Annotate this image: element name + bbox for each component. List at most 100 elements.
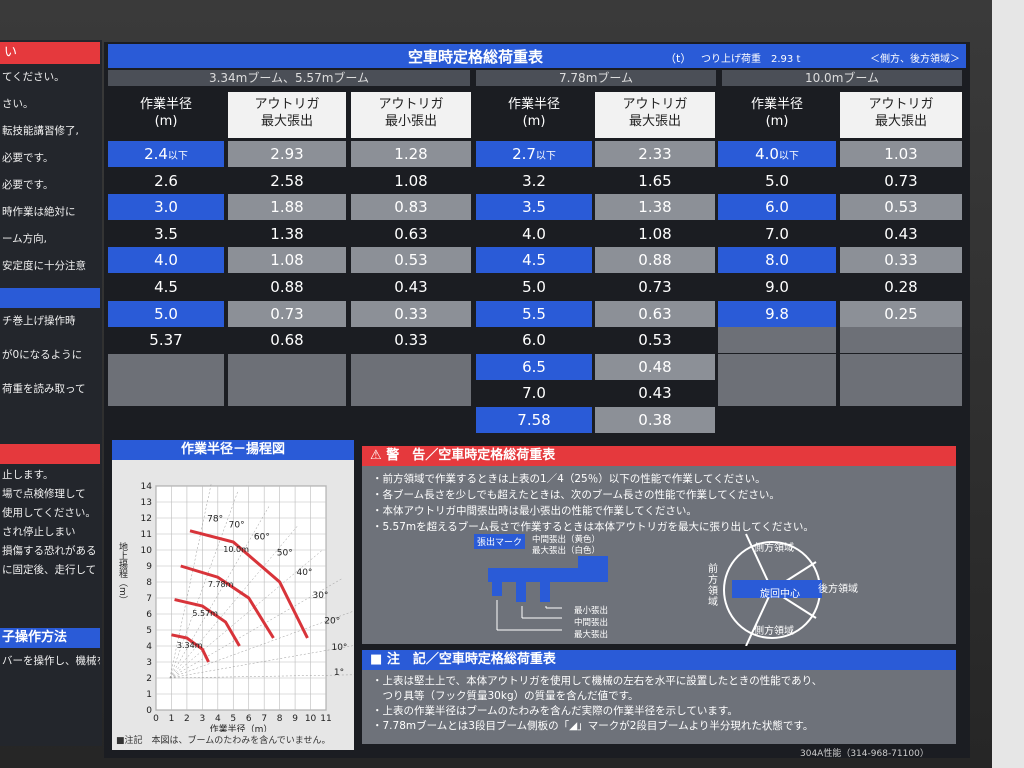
area-label: ＜側方、後方領域＞ bbox=[870, 54, 960, 65]
front-area: 前方領域 bbox=[708, 564, 718, 608]
radius-cell: 5.5 bbox=[476, 300, 592, 327]
empty-cell bbox=[840, 380, 962, 407]
note-header: ■ 注 記／空車時定格総荷重表 bbox=[362, 650, 956, 670]
left-text-line: ーム方向, bbox=[2, 233, 48, 245]
boom-label: 7.78m bbox=[208, 580, 234, 589]
y-tick-label: 0 bbox=[146, 706, 152, 716]
left-text-line: 止します。 bbox=[2, 469, 54, 481]
angle-label: 60° bbox=[254, 532, 270, 542]
boom-curve-10.0m bbox=[189, 529, 309, 639]
radius-cell: 7.0 bbox=[765, 224, 789, 243]
title-unit: （t） bbox=[665, 52, 692, 65]
header-outrigger-max-1: アウトリガ 最大張出 bbox=[228, 92, 346, 138]
left-text-line: 荷重を読み取って bbox=[2, 383, 86, 395]
warning-icon: ⚠ bbox=[370, 448, 387, 463]
left-text-line: 必要です。 bbox=[2, 152, 54, 164]
left-mid-bar bbox=[0, 288, 100, 308]
load-max-cell: 1.38 bbox=[595, 194, 715, 221]
x-tick-label: 6 bbox=[246, 714, 252, 724]
boom-label: 10.0m bbox=[223, 545, 249, 554]
x-tick-label: 10 bbox=[305, 714, 317, 724]
x-axis-label: 作業半径（m） bbox=[210, 723, 273, 732]
y-tick-label: 8 bbox=[146, 578, 152, 588]
header-outrigger-max-3: アウトリガ 最大張出 bbox=[840, 92, 962, 138]
x-tick-label: 5 bbox=[230, 714, 236, 724]
radius-cell: 5.0 bbox=[108, 300, 224, 327]
boom-label: 5.57m bbox=[192, 609, 218, 618]
left-text-line: が0になるように bbox=[2, 349, 83, 361]
x-tick-label: 4 bbox=[215, 714, 221, 724]
load-max-cell: 1.08 bbox=[638, 224, 672, 243]
load-max-cell: 1.65 bbox=[638, 171, 672, 190]
y-tick-label: 11 bbox=[141, 530, 152, 540]
section-boom-3: 10.0mブーム bbox=[722, 70, 962, 86]
load-min-cell: 1.08 bbox=[394, 171, 428, 190]
load-max-cell: 0.63 bbox=[595, 300, 715, 327]
radius-cell: 5.0 bbox=[522, 278, 546, 296]
area-diagram bbox=[723, 533, 822, 646]
background-wall bbox=[992, 0, 1024, 768]
left-text-line: チ巻上げ操作時 bbox=[2, 315, 76, 327]
warning-header: ⚠ 警 告／空車時定格総荷重表 bbox=[362, 446, 956, 466]
load-max-cell: 0.33 bbox=[840, 247, 962, 274]
note-line: ・上表は堅土上で、本体アウトリガを使用して機械の左右を水平に設置したときの性能で… bbox=[372, 675, 823, 687]
left-text-line: 転技能講習修了, bbox=[2, 125, 79, 137]
radius-cell: 4.5 bbox=[154, 278, 178, 296]
note-line: ・上表の作業半径はブームのたわみを含んだ実際の作業半径を示しています。 bbox=[372, 705, 738, 717]
load-min-cell: 1.28 bbox=[351, 141, 471, 167]
radius-cell: 3.2 bbox=[522, 171, 546, 190]
radius-cell: 6.5 bbox=[476, 353, 592, 380]
radius-cell: 7.0 bbox=[522, 384, 546, 403]
empty-cell bbox=[228, 380, 346, 407]
y-tick-label: 1 bbox=[146, 690, 152, 700]
load-max-cell: 0.73 bbox=[228, 300, 346, 327]
boom-curve-5.57m bbox=[174, 598, 241, 647]
x-tick-label: 0 bbox=[153, 714, 159, 724]
load-max-cell: 2.93 bbox=[228, 141, 346, 167]
load-min-cell: 0.53 bbox=[351, 247, 471, 274]
left-text-line: 時作業は絶対に bbox=[2, 206, 76, 218]
chart-footnote: ■注記 本図は、ブームのたわみを含んでいません。 bbox=[116, 736, 331, 746]
empty-cell bbox=[840, 353, 962, 380]
load-min-cell: 0.33 bbox=[351, 300, 471, 327]
mark-label: 張出マーク bbox=[474, 534, 526, 549]
y-tick-label: 5 bbox=[146, 626, 152, 636]
load-min-cell: 0.43 bbox=[394, 278, 428, 296]
left-header: い bbox=[0, 42, 100, 64]
load-max-cell: 0.43 bbox=[638, 384, 672, 403]
outrigger-diagram bbox=[488, 556, 608, 631]
empty-cell bbox=[228, 353, 346, 380]
load-max-cell: 1.88 bbox=[228, 194, 346, 221]
load-min-cell: 0.63 bbox=[394, 224, 428, 243]
left-text-line: 損傷する恐れがある bbox=[2, 545, 97, 557]
load-max-cell: 0.68 bbox=[270, 331, 304, 350]
left-text-line: さい。 bbox=[2, 98, 34, 110]
side-area-top: 側方領域 bbox=[754, 543, 794, 554]
load-max-cell: 0.38 bbox=[595, 407, 715, 433]
left-text-line: に固定後、走行して bbox=[2, 564, 97, 576]
angle-line bbox=[169, 482, 212, 679]
angle-line bbox=[169, 610, 354, 679]
angle-label: 50° bbox=[277, 548, 293, 558]
warning-line: ・前方領域で作業するときは上表の1／4（25％）以下の性能で作業してください。 bbox=[372, 473, 766, 485]
header-radius-1: 作業半径 (m) bbox=[139, 97, 192, 129]
radius-cell: 4.5 bbox=[476, 247, 592, 274]
load-max-cell: 0.73 bbox=[638, 278, 672, 296]
y-tick-label: 6 bbox=[146, 610, 152, 620]
section-boom-1: 3.34mブーム、5.57mブーム bbox=[108, 70, 470, 86]
radius-cell: 2.6 bbox=[154, 171, 178, 190]
angle-label: 40° bbox=[296, 568, 312, 578]
left-text-line: 使用してください。 bbox=[2, 507, 96, 519]
x-tick-label: 1 bbox=[169, 714, 175, 724]
note-line: ・7.78mブームとは3段目ブーム側板の「◢」マークが2段目ブームより半分現れた… bbox=[372, 720, 814, 732]
radius-cell: 4.0 bbox=[522, 224, 546, 243]
x-tick-label: 11 bbox=[320, 714, 331, 724]
radius-cell: 6.0 bbox=[522, 331, 546, 350]
header-radius-3: 作業半径 (m) bbox=[750, 97, 803, 129]
x-tick-label: 9 bbox=[292, 714, 298, 724]
y-tick-label: 4 bbox=[146, 642, 152, 652]
radius-cell: 9.8 bbox=[718, 300, 836, 327]
angle-line bbox=[169, 674, 354, 679]
angle-line bbox=[169, 577, 344, 679]
min-ext-label: 最小張出 bbox=[574, 606, 609, 616]
